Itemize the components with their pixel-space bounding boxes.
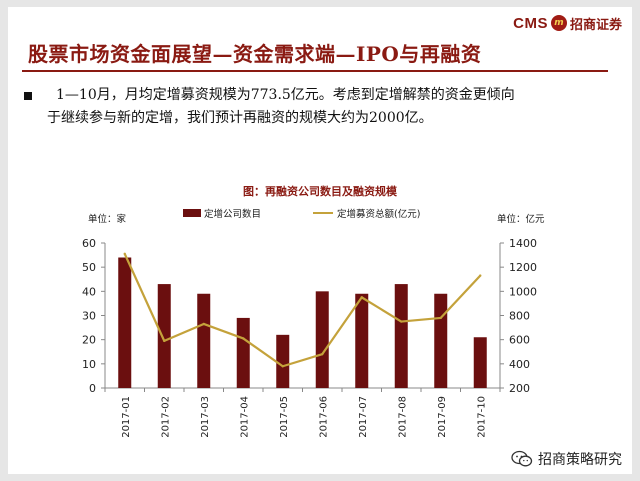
bullet-square-icon — [24, 92, 32, 100]
line-point-2017-06 — [321, 352, 324, 356]
left-tick-label: 10 — [82, 358, 96, 371]
right-tick-label: 1000 — [509, 285, 537, 298]
x-tick-label: 2017-08 — [397, 396, 408, 438]
wechat-icon — [511, 450, 533, 467]
line-series-fundraising — [123, 253, 482, 368]
left-axis-unit: 单位：家 — [88, 213, 127, 225]
left-tick-label: 20 — [82, 334, 96, 347]
legend-bar-swatch — [183, 209, 201, 217]
bar-2017-04 — [236, 317, 250, 388]
left-tick-label: 30 — [82, 310, 96, 323]
line-point-2017-10 — [479, 274, 482, 277]
line-point-2017-09 — [439, 316, 442, 320]
x-tick-label: 2017-03 — [200, 396, 211, 438]
x-tick-label: 2017-01 — [121, 396, 132, 438]
right-tick-label: 400 — [509, 358, 530, 371]
bar-2017-02 — [157, 284, 171, 388]
bar-2017-08 — [394, 284, 408, 388]
line-point-2017-03 — [202, 322, 205, 326]
chart-title: 图：再融资公司数目及融资规模 — [243, 185, 397, 198]
watermark-text: 招商策略研究 — [538, 452, 622, 468]
bullet-line-2: 于继续参与新的定增，我们预计再融资的规模大约为2000亿。 — [47, 110, 433, 126]
legend-bar-label: 定增公司数目 — [204, 208, 261, 220]
left-tick-label: 60 — [82, 237, 96, 250]
x-tick-label: 2017-05 — [279, 396, 290, 438]
line-point-2017-07 — [360, 296, 363, 299]
bar-2017-09 — [434, 293, 448, 388]
bar-2017-07 — [355, 293, 369, 388]
right-tick-label: 800 — [509, 310, 530, 323]
x-tick-label: 2017-04 — [239, 396, 250, 438]
right-tick-label: 200 — [509, 382, 530, 395]
brand-logo-group: CMS m 招商证券 — [513, 12, 622, 34]
bar-2017-06 — [315, 291, 329, 388]
page-title: 股票市场资金面展望—资金需求端—IPO与再融资 — [28, 42, 482, 66]
left-tick-label: 40 — [82, 285, 96, 298]
right-axis-unit: 单位：亿元 — [497, 213, 545, 225]
bar-2017-10 — [473, 337, 487, 388]
x-tick-label: 2017-10 — [476, 396, 487, 438]
line-point-2017-05 — [281, 365, 284, 368]
x-tick-label: 2017-02 — [160, 396, 171, 438]
legend-line-label: 定增募资总额(亿元) — [337, 208, 420, 220]
right-tick-label: 600 — [509, 334, 530, 347]
bar-2017-03 — [197, 293, 211, 388]
brand-logo-icon: m — [550, 15, 567, 31]
line-point-2017-08 — [400, 320, 403, 323]
right-tick-label: 1200 — [509, 261, 537, 274]
x-tick-label: 2017-07 — [358, 396, 369, 438]
slide — [8, 7, 632, 474]
bar-2017-05 — [276, 334, 290, 388]
brand-cms-text: CMS — [513, 14, 548, 32]
left-tick-label: 0 — [89, 382, 96, 395]
brand-name-text: 招商证券 — [569, 17, 622, 33]
bullet-line-1: 1—10月，月均定增募资规模为773.5亿元。考虑到定增解禁的资金更倾向 — [56, 87, 515, 103]
bar-2017-01 — [118, 257, 132, 388]
x-tick-label: 2017-06 — [318, 396, 329, 438]
bullet-paragraph: 1—10月，月均定增募资规模为773.5亿元。考虑到定增解禁的资金更倾向 于继续… — [24, 84, 604, 130]
line-point-2017-01 — [123, 252, 126, 256]
right-tick-label: 1400 — [509, 237, 537, 250]
left-tick-label: 50 — [82, 261, 96, 274]
title-divider — [22, 70, 608, 72]
line-point-2017-02 — [163, 339, 166, 343]
wechat-watermark: 招商策略研究 — [511, 449, 622, 469]
line-point-2017-04 — [242, 337, 245, 340]
x-tick-label: 2017-09 — [437, 396, 448, 438]
